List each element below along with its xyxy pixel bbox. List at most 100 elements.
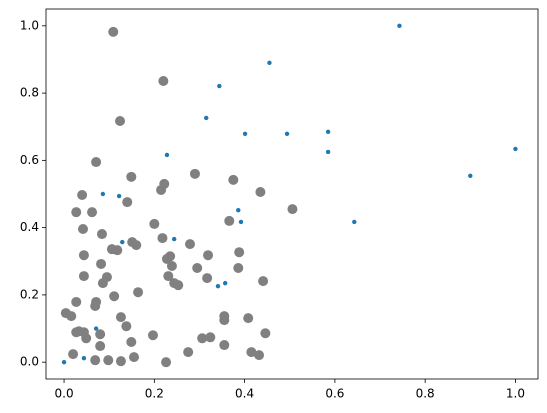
point [161, 253, 172, 264]
point [108, 26, 119, 37]
point [267, 60, 272, 66]
point [115, 312, 126, 323]
point [163, 271, 174, 282]
point [90, 355, 101, 366]
point [96, 229, 107, 240]
point [203, 250, 214, 261]
point [93, 326, 99, 331]
point [71, 296, 82, 307]
point [189, 168, 200, 179]
point [197, 333, 208, 344]
point [120, 239, 125, 245]
point [81, 355, 87, 361]
point [352, 219, 357, 225]
point [204, 115, 209, 121]
point [115, 356, 126, 367]
point [224, 215, 235, 226]
point [149, 218, 160, 229]
point [397, 23, 402, 29]
point [161, 357, 172, 368]
x-tick-label: 1.0 [506, 387, 525, 401]
point [236, 207, 241, 213]
point [156, 184, 167, 195]
point [61, 359, 67, 365]
point [122, 197, 133, 208]
y-tick-label: 1.0 [20, 18, 39, 32]
point [78, 271, 89, 282]
point [238, 219, 244, 225]
point [215, 283, 221, 289]
point [255, 186, 266, 197]
y-tick-label: 0.8 [20, 86, 39, 100]
point [258, 276, 269, 287]
point [87, 207, 98, 218]
point [184, 239, 195, 250]
point [109, 291, 120, 302]
point [158, 75, 169, 86]
point [129, 352, 140, 363]
point [202, 273, 213, 284]
point [81, 333, 92, 344]
point [166, 260, 177, 271]
point [68, 349, 79, 360]
point [71, 207, 82, 218]
point [284, 131, 290, 136]
point [254, 350, 265, 361]
y-tick-label: 0.4 [20, 220, 39, 234]
point [171, 236, 177, 242]
point [78, 223, 89, 234]
point [131, 240, 142, 251]
point [103, 355, 114, 366]
x-tick-label: 0.4 [235, 387, 254, 401]
point [325, 149, 331, 155]
point [325, 129, 331, 134]
y-tick-label: 0.6 [20, 153, 39, 167]
point [121, 321, 132, 332]
point [66, 311, 77, 322]
y-tick-label: 0.0 [20, 355, 39, 369]
point [260, 328, 271, 339]
point [183, 347, 194, 358]
x-tick-label: 0.8 [416, 387, 435, 401]
point [243, 313, 254, 324]
point [217, 83, 222, 89]
point [95, 341, 106, 352]
point [126, 171, 137, 182]
point [219, 340, 230, 351]
point [116, 193, 122, 199]
point [468, 173, 473, 179]
point [242, 131, 248, 136]
point [115, 116, 126, 127]
point [112, 245, 123, 256]
point [157, 233, 168, 244]
point [192, 263, 203, 273]
point [147, 330, 158, 341]
point [513, 146, 518, 152]
point [95, 329, 106, 340]
point [90, 301, 101, 312]
point [219, 315, 230, 326]
x-tick-label: 0.6 [325, 387, 344, 401]
point [126, 337, 137, 347]
point [97, 278, 108, 289]
point [246, 347, 257, 358]
plot-frame [45, 8, 539, 380]
point [133, 287, 144, 298]
point [234, 247, 245, 258]
point [287, 204, 298, 215]
point [173, 280, 184, 291]
point [96, 258, 107, 269]
point [205, 332, 216, 343]
x-tick-label: 0.0 [55, 387, 74, 401]
x-tick-label: 0.2 [145, 387, 164, 401]
point [222, 280, 228, 286]
point [91, 157, 102, 168]
point [100, 191, 106, 197]
point [233, 263, 244, 273]
point [77, 190, 88, 201]
point [228, 174, 239, 185]
y-tick-label: 0.2 [20, 287, 39, 301]
point [78, 250, 89, 261]
